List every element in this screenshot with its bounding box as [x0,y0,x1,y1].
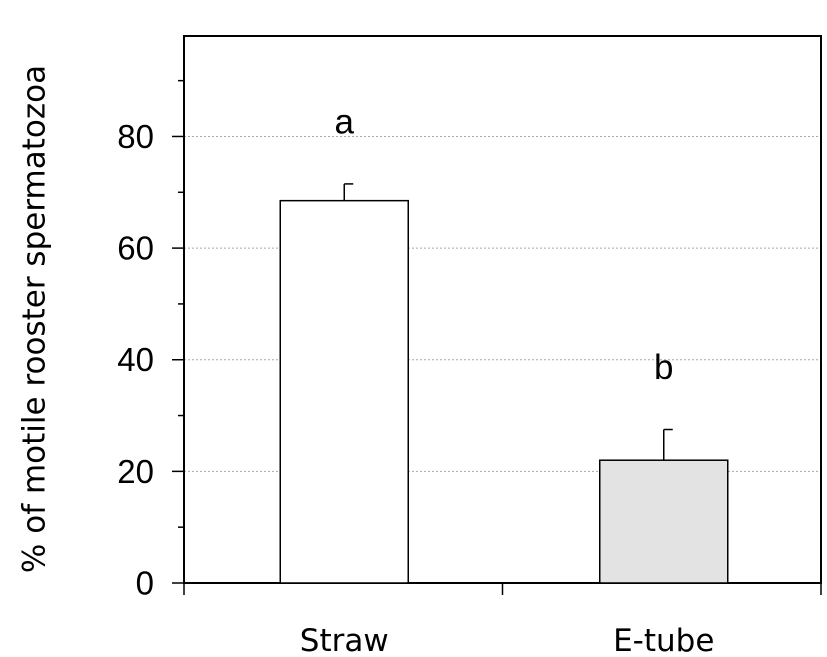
x-tick-label: E-tube [613,623,714,657]
y-tick-label: 0 [136,565,154,602]
significance-label: b [654,348,673,387]
y-axis: 0 20 40 60 80 [117,79,184,602]
bar-straw [279,199,409,584]
y-tick-label: 60 [117,230,154,267]
y-tick-label: 80 [117,118,154,155]
x-axis: Straw E-tube [183,583,822,657]
bar-e-tube [599,459,729,584]
y-axis-title: % of motile rooster spermatozoa [17,65,53,573]
significance-label: a [335,102,355,141]
bars: ab [279,102,729,584]
x-tick-label: Straw [300,623,389,657]
y-tick-label: 40 [117,341,154,378]
y-tick-label: 20 [117,453,154,490]
